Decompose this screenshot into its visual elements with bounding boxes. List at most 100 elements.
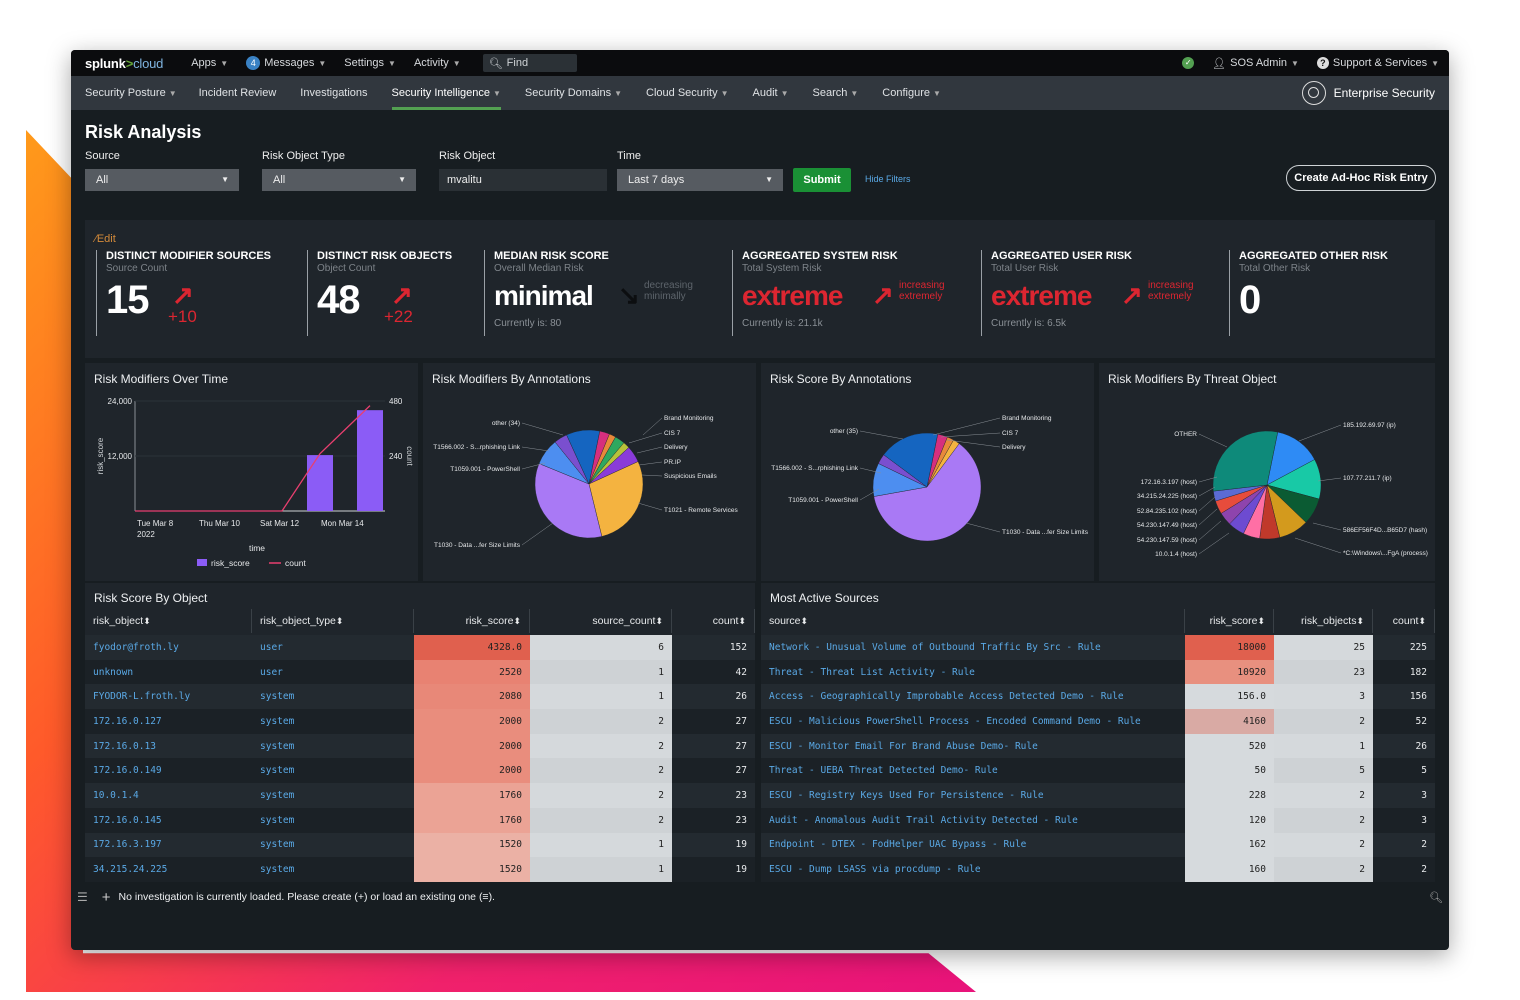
app-nav-item[interactable]: Incident Review bbox=[198, 87, 277, 99]
column-header-risk-objects[interactable]: risk_objects ⬍ bbox=[1274, 609, 1373, 633]
settings-menu[interactable]: Settings ▼ bbox=[344, 57, 396, 69]
risk-object-input[interactable]: mvalitu bbox=[439, 169, 607, 191]
pie-label: 586EF56F4D...B65D7 (hash) bbox=[1343, 527, 1427, 534]
user-menu[interactable]: 👤︎ SOS Admin ▼ bbox=[1212, 57, 1299, 70]
table-cell-risk-object-type[interactable]: system bbox=[260, 715, 295, 727]
table-cell-risk-object-type[interactable]: system bbox=[260, 814, 295, 826]
table-row[interactable]: Access - Geographically Improbable Acces… bbox=[761, 684, 1435, 710]
risk-score-by-annotations-chart[interactable]: Brand Monitoring CIS 7 Delivery T1030 - Dat… bbox=[761, 363, 1094, 581]
table-cell-risk-object-type[interactable]: user bbox=[260, 641, 283, 653]
table-cell-risk-object[interactable]: FYODOR-L.froth.ly bbox=[93, 691, 191, 703]
table-row[interactable]: 172.16.3.197 system 1520 1 19 bbox=[85, 832, 755, 858]
column-header-source-count[interactable]: source_count ⬍ bbox=[530, 609, 672, 633]
table-cell-risk-object[interactable]: fyodor@froth.ly bbox=[93, 641, 179, 653]
table-cell-risk-object[interactable]: 172.16.3.197 bbox=[93, 839, 162, 851]
table-row[interactable]: ESCU - Dump LSASS via procdump - Rule 160… bbox=[761, 857, 1435, 882]
table-row[interactable]: Threat - UEBA Threat Detected Demo- Rule… bbox=[761, 758, 1435, 784]
column-header-count[interactable]: count ⬍ bbox=[672, 609, 755, 633]
table-row[interactable]: 34.215.24.225 system 1520 1 19 bbox=[85, 857, 755, 882]
table-row[interactable]: 10.0.1.4 system 1760 2 23 bbox=[85, 783, 755, 808]
sort-icon: ⬍ bbox=[1257, 615, 1265, 626]
table-row[interactable]: ESCU - Monitor Email For Brand Abuse Dem… bbox=[761, 733, 1435, 759]
edit-link[interactable]: ⁄Edit bbox=[95, 233, 116, 245]
table-cell-source[interactable]: Audit - Anomalous Audit Trail Activity D… bbox=[769, 814, 1078, 826]
table-row[interactable]: fyodor@froth.ly user 4328.0 6 152 bbox=[85, 635, 755, 660]
table-cell-risk-object[interactable]: unknown bbox=[93, 666, 134, 678]
table-cell-risk-object-type[interactable]: user bbox=[260, 666, 283, 678]
support-menu[interactable]: ? Support & Services ▼ bbox=[1316, 57, 1439, 69]
app-brand[interactable]: Enterprise Security bbox=[1301, 81, 1449, 105]
app-nav-item[interactable]: Investigations bbox=[300, 87, 368, 99]
table-row[interactable]: 172.16.0.13 system 2000 2 27 bbox=[85, 733, 755, 759]
sort-icon: ⬍ bbox=[1356, 615, 1364, 626]
app-nav-item[interactable]: Security Posture ▼ bbox=[85, 87, 177, 99]
table-cell-source[interactable]: ESCU - Registry Keys Used For Persistenc… bbox=[769, 789, 1044, 801]
activity-menu[interactable]: Activity ▼ bbox=[413, 57, 461, 69]
table-row[interactable]: unknown user 2520 1 42 bbox=[85, 659, 755, 685]
table-row[interactable]: Audit - Anomalous Audit Trail Activity D… bbox=[761, 807, 1435, 833]
table-row[interactable]: Network - Unusual Volume of Outbound Tra… bbox=[761, 635, 1435, 660]
table-cell-source[interactable]: ESCU - Dump LSASS via procdump - Rule bbox=[769, 864, 981, 876]
risk-object-type-select[interactable]: All ▼ bbox=[262, 169, 416, 191]
table-cell-risk-object-type[interactable]: system bbox=[260, 839, 295, 851]
apps-menu[interactable]: Apps ▼ bbox=[191, 57, 229, 69]
app-nav-item[interactable]: Cloud Security ▼ bbox=[646, 87, 729, 99]
table-row[interactable]: 172.16.0.127 system 2000 2 27 bbox=[85, 709, 755, 734]
table-cell-risk-object-type[interactable]: system bbox=[260, 864, 295, 876]
table-row[interactable]: Threat - Threat List Activity - Rule 1092… bbox=[761, 659, 1435, 685]
table-cell-risk-object-type[interactable]: system bbox=[260, 765, 295, 777]
table-cell-source[interactable]: ESCU - Malicious PowerShell Process - En… bbox=[769, 715, 1141, 727]
table-cell-source[interactable]: Access - Geographically Improbable Acces… bbox=[769, 691, 1124, 703]
table-cell-source-count: 1 bbox=[530, 684, 672, 710]
table-cell-source[interactable]: Endpoint - DTEX - FodHelper UAC Bypass -… bbox=[769, 839, 1027, 851]
messages-menu[interactable]: 4 Messages ▼ bbox=[246, 56, 326, 70]
splunk-logo[interactable]: splunk>cloud bbox=[85, 55, 164, 71]
health-status-icon[interactable]: ✓ bbox=[1182, 57, 1195, 69]
table-cell-risk-object[interactable]: 34.215.24.225 bbox=[93, 864, 168, 876]
risk-modifiers-by-threat-object-chart[interactable]: 185.192.69.97 (ip) 107.77.211.7 (ip) 586EF… bbox=[1099, 363, 1435, 581]
app-nav-item[interactable]: Search ▼ bbox=[812, 87, 859, 99]
table-cell-risk-object-type[interactable]: system bbox=[260, 789, 295, 801]
table-cell-risk-object[interactable]: 172.16.0.145 bbox=[93, 814, 162, 826]
table-cell-source-count: 2 bbox=[530, 733, 672, 759]
table-row[interactable]: Endpoint - DTEX - FodHelper UAC Bypass -… bbox=[761, 832, 1435, 858]
table-cell-risk-object[interactable]: 172.16.0.127 bbox=[93, 715, 162, 727]
table-cell-source[interactable]: ESCU - Monitor Email For Brand Abuse Dem… bbox=[769, 740, 1038, 752]
risk-modifiers-by-annotations-chart[interactable]: Brand Monitoring CIS 7 Delivery PR.IP Suspic… bbox=[423, 363, 756, 581]
table-row[interactable]: FYODOR-L.froth.ly system 2080 1 26 bbox=[85, 684, 755, 710]
app-nav-item[interactable]: Audit ▼ bbox=[752, 87, 789, 99]
table-cell-risk-object[interactable]: 172.16.0.13 bbox=[93, 740, 156, 752]
table-row[interactable]: ESCU - Registry Keys Used For Persistenc… bbox=[761, 783, 1435, 808]
source-select[interactable]: All ▼ bbox=[85, 169, 239, 191]
app-nav-item[interactable]: Configure ▼ bbox=[882, 87, 941, 99]
column-header-risk-score[interactable]: risk_score ⬍ bbox=[1185, 609, 1274, 633]
table-cell-risk-object-type[interactable]: system bbox=[260, 740, 295, 752]
column-header-risk-score[interactable]: risk_score ⬍ bbox=[414, 609, 530, 633]
table-row[interactable]: 172.16.0.149 system 2000 2 27 bbox=[85, 758, 755, 784]
table-cell-source[interactable]: Network - Unusual Volume of Outbound Tra… bbox=[769, 641, 1101, 653]
time-range-picker[interactable]: Last 7 days ▼ bbox=[617, 169, 783, 191]
table-cell-risk-object[interactable]: 172.16.0.149 bbox=[93, 765, 162, 777]
table-cell-count: 19 bbox=[735, 864, 747, 876]
column-header-risk-object[interactable]: risk_object ⬍ bbox=[85, 609, 252, 633]
table-cell-risk-object-type[interactable]: system bbox=[260, 691, 295, 703]
plus-icon[interactable]: + bbox=[101, 888, 111, 906]
app-nav-item[interactable]: Security Intelligence ▼ bbox=[391, 76, 502, 110]
zoom-icon[interactable]: 🔍︎ bbox=[1429, 891, 1443, 904]
table-row[interactable]: ESCU - Malicious PowerShell Process - En… bbox=[761, 709, 1435, 734]
list-icon[interactable]: ☰ bbox=[77, 890, 88, 904]
table-cell-source[interactable]: Threat - UEBA Threat Detected Demo- Rule bbox=[769, 765, 998, 777]
x-tick-label: Sat Mar 12 bbox=[260, 519, 300, 528]
submit-button[interactable]: Submit bbox=[793, 168, 851, 192]
column-header-risk-object-type[interactable]: risk_object_type ⬍ bbox=[252, 609, 414, 633]
column-header-count[interactable]: count ⬍ bbox=[1373, 609, 1435, 633]
app-nav-item[interactable]: Security Domains ▼ bbox=[524, 87, 623, 99]
hide-filters-link[interactable]: Hide Filters bbox=[865, 174, 911, 184]
column-header-source[interactable]: source ⬍ bbox=[761, 609, 1185, 633]
find-input[interactable]: 🔍︎ Find bbox=[482, 54, 577, 72]
create-adhoc-risk-entry-button[interactable]: Create Ad-Hoc Risk Entry bbox=[1286, 165, 1436, 191]
table-row[interactable]: 172.16.0.145 system 1760 2 23 bbox=[85, 807, 755, 833]
table-cell-risk-object[interactable]: 10.0.1.4 bbox=[93, 789, 139, 801]
table-cell-source[interactable]: Threat - Threat List Activity - Rule bbox=[769, 666, 975, 678]
